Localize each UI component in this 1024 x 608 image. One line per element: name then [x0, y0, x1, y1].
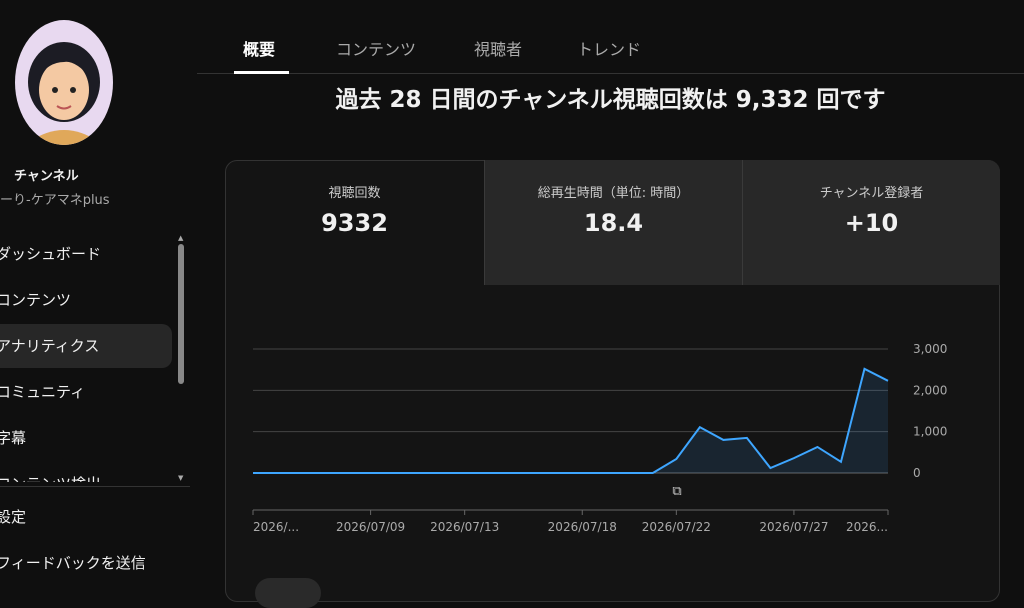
- headline: 過去 28 日間のチャンネル視聴回数は 9,332 回です: [335, 87, 886, 113]
- metric-value: 9332: [321, 209, 388, 237]
- scroll-down[interactable]: ▼: [178, 474, 184, 482]
- menu-item[interactable]: 字幕: [0, 429, 27, 447]
- x-tick-label: 2026/07/13: [430, 520, 499, 534]
- x-tick-label: 2026/07/18: [548, 520, 617, 534]
- menu-item[interactable]: フィードバックを送信: [0, 554, 146, 572]
- scrollbar: [178, 244, 184, 384]
- metric-label: 視聴回数: [328, 186, 381, 201]
- x-tick-label: 2026/07/22: [642, 520, 711, 534]
- avatar-art: [25, 42, 103, 145]
- metric-card[interactable]: 視聴回数 9332: [226, 160, 483, 285]
- channel-label: チャンネル: [14, 169, 79, 184]
- x-tick-label: 2026/07/27: [759, 520, 828, 534]
- x-tick-label: 2026...: [846, 520, 888, 534]
- y-tick-label: 3,000: [913, 342, 947, 356]
- tab[interactable]: トレンド: [577, 40, 642, 59]
- y-tick-label: 2,000: [913, 383, 947, 397]
- channel-name: ーり-ケアマネplus: [0, 193, 110, 208]
- menu-item[interactable]: コンテンツ検出: [0, 462, 172, 482]
- metric-card[interactable]: チャンネル登録者 +10: [742, 160, 1000, 285]
- metric-label: 総再生時間（単位: 時間）: [537, 186, 690, 201]
- y-tick-label: 1,000: [913, 425, 947, 439]
- divider: [0, 486, 190, 487]
- line: [253, 367, 889, 474]
- line-area: [253, 368, 888, 473]
- shorts-icon: ⧉: [672, 484, 681, 499]
- avatar[interactable]: [15, 20, 113, 145]
- menu-item[interactable]: ダッシュボード: [0, 245, 102, 263]
- tab[interactable]: 視聴者: [474, 40, 523, 59]
- menu-item[interactable]: アナリティクス: [0, 324, 172, 368]
- page: {"sidebar":{"channel_label":"チャンネル","cha…: [0, 20, 1024, 608]
- tab-rule: [197, 73, 1024, 74]
- menu-item[interactable]: コミュニティ: [0, 383, 86, 401]
- y-tick-label: 0: [913, 466, 921, 480]
- x-tick-label: 2026/...: [253, 520, 299, 534]
- x-tick-label: 2026/07/09: [336, 520, 405, 534]
- tab[interactable]: 概要: [243, 40, 276, 59]
- chart: ⧉ 0 1,000 2,000 3,000 2026/... 2026/07/09 2026…: [252, 342, 947, 534]
- metric-card[interactable]: 総再生時間（単位: 時間） 18.4: [484, 160, 742, 285]
- scroll-up[interactable]: ▲: [178, 234, 184, 242]
- metric-value: 18.4: [583, 209, 644, 237]
- menu-item[interactable]: コンテンツ: [0, 291, 72, 309]
- metric-label: チャンネル登録者: [819, 186, 924, 201]
- shorts-icons: ⧉: [672, 484, 681, 499]
- menu-item[interactable]: 設定: [0, 508, 27, 526]
- tab-indicator: [234, 71, 289, 74]
- metric-value: +10: [844, 209, 899, 237]
- tab[interactable]: コンテンツ: [336, 40, 417, 59]
